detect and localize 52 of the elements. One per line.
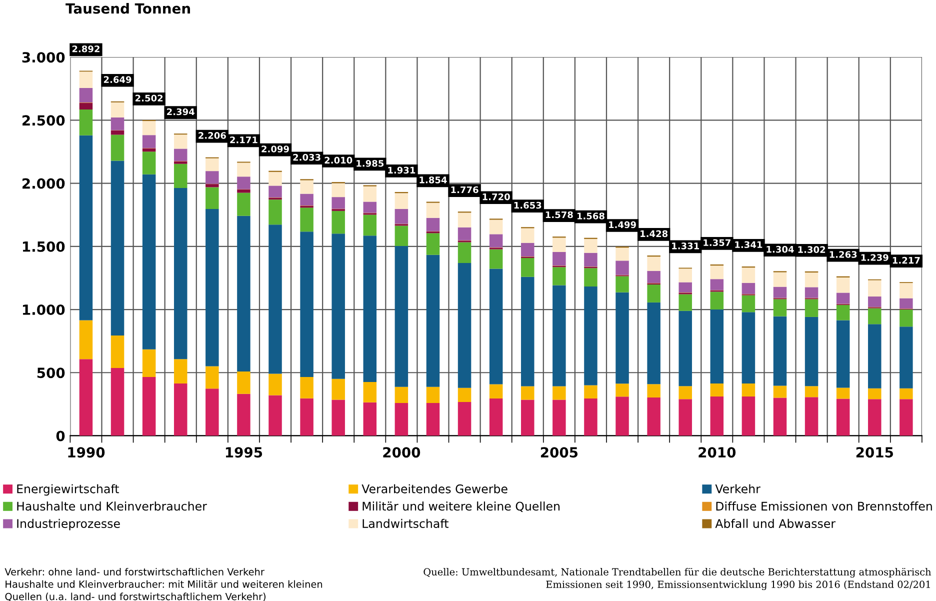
x-tick-label: 1995 — [226, 447, 262, 458]
total-label: 1.302 — [798, 246, 826, 253]
total-label: 1.568 — [577, 212, 604, 220]
total-label: 1.341 — [735, 241, 762, 248]
total-label: 2.171 — [230, 136, 258, 144]
y-tick-label: 500 — [37, 368, 65, 378]
total-label: 1.578 — [546, 211, 573, 218]
y-tick-label: 3.000 — [22, 52, 65, 63]
text: Verkehr: ohne land- und forstwirtschaftlichen Verkehr Haushalte und Kleinverbraucher: mit Militär und weiteren kleinen Quellen (u.a. land- und forstwirtschaftlichem Verkehr) — [4, 568, 322, 601]
legend-label: Haushalte und Kleinverbraucher — [17, 502, 207, 511]
total-label: 2.394 — [167, 108, 194, 116]
total-label: 1.931 — [388, 166, 416, 174]
y-tick-label: 1.500 — [22, 241, 65, 252]
total-label: 1.985 — [356, 160, 384, 167]
y-tick-label: 1.000 — [22, 304, 65, 315]
x-tick-label: 2010 — [698, 447, 736, 458]
total-label: 1.331 — [672, 242, 700, 250]
y-tick-label: 2.000 — [22, 178, 65, 189]
legend-label: Abfall und Abwasser — [715, 518, 836, 528]
total-label: 1.304 — [766, 246, 794, 253]
total-label: 1.776 — [451, 186, 478, 194]
legend-label: Militär und weitere kleine Quellen — [362, 502, 560, 512]
total-label: 1.499 — [609, 221, 636, 228]
x-tick-label: 2015 — [856, 447, 893, 458]
total-label: 1.263 — [830, 251, 857, 258]
total-label: 1.217 — [892, 256, 920, 264]
total-label: 1.854 — [420, 176, 447, 184]
y-tick-label: 0 — [56, 430, 65, 442]
x-tick-label: 2005 — [540, 447, 578, 458]
total-label: 1.428 — [640, 230, 668, 238]
legend-label: Verarbeitendes Gewerbe — [362, 484, 508, 494]
total-label: 2.206 — [198, 132, 226, 139]
x-tick-label: 1990 — [68, 447, 105, 458]
total-label: 1.239 — [861, 254, 888, 261]
legend-label: Landwirtschaft — [362, 518, 448, 528]
y-tick-label: 2.500 — [22, 115, 65, 126]
total-label: 1.357 — [704, 239, 730, 246]
total-label: 1.720 — [482, 193, 510, 200]
total-label: 2.502 — [136, 94, 163, 102]
source-note: Quelle: Umweltbundesamt, Nationale Trendtabellen für die deutsche Berichterstattung atmosphärisch Emissionen seit 1990, Emissionsentwicklung 1990 bis 2016 (Endstand 02/201 — [424, 568, 932, 590]
total-label: 2.010 — [324, 156, 352, 164]
total-label: 2.649 — [104, 76, 132, 83]
x-tick-label: 2000 — [383, 447, 420, 458]
total-label: 1.653 — [514, 202, 542, 209]
total-label: 2.099 — [262, 146, 289, 152]
y-axis-title: Tausend Tonnen — [66, 3, 190, 14]
legend-label: Diffuse Emissionen von Brennstoffen — [716, 502, 932, 511]
legend-label: Verkehr — [715, 484, 760, 494]
total-label: 2.033 — [293, 154, 320, 161]
legend-label: Energiewirtschaft — [17, 484, 120, 496]
legend-label: Industrieprozesse — [17, 518, 120, 530]
total-label: 2.892 — [72, 45, 100, 52]
